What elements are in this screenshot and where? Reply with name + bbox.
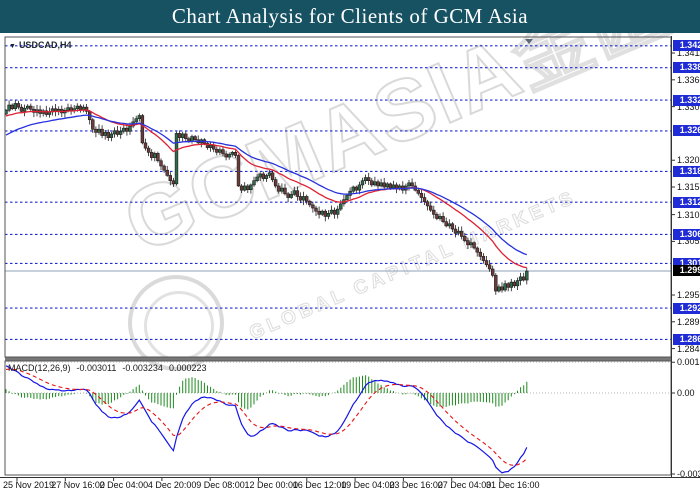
moving-averages-layer xyxy=(5,109,527,269)
symbol-label: ▼ USDCAD,H4 xyxy=(9,40,71,50)
macd-name: MACD(12,26,9) xyxy=(8,363,71,373)
macd-signal-line xyxy=(5,368,528,466)
macd-layer xyxy=(5,361,671,474)
candles-layer xyxy=(5,100,529,295)
macd-indicator-label: MACD(12,26,9) -0.003011 -0.003234 0.000223 xyxy=(8,363,213,373)
panel-splitter xyxy=(5,357,671,361)
page-title: Chart Analysis for Clients of GCM Asia xyxy=(171,4,529,28)
slow-ma-blue xyxy=(5,114,527,256)
macd-value-main: -0.003011 xyxy=(76,363,117,373)
macd-value-hist: 0.000223 xyxy=(168,363,207,373)
support-resistance-lines xyxy=(5,45,671,340)
time-axis[interactable] xyxy=(0,478,700,500)
fast-ma-red xyxy=(5,109,527,269)
chart-shift-marker-icon xyxy=(525,39,533,44)
symbol-label-text: USDCAD,H4 xyxy=(18,40,72,50)
macd-main-line xyxy=(5,365,528,474)
symbol-dropdown-icon: ▼ xyxy=(9,43,16,50)
macd-value-signal: -0.003234 xyxy=(122,363,163,373)
title-bar: Chart Analysis for Clients of GCM Asia xyxy=(0,0,700,33)
price-axis[interactable] xyxy=(672,37,700,477)
chart-area[interactable]: GCMASIA金匯亞洲 GLOBAL CAPITAL MARKETS 1.341… xyxy=(0,33,700,500)
